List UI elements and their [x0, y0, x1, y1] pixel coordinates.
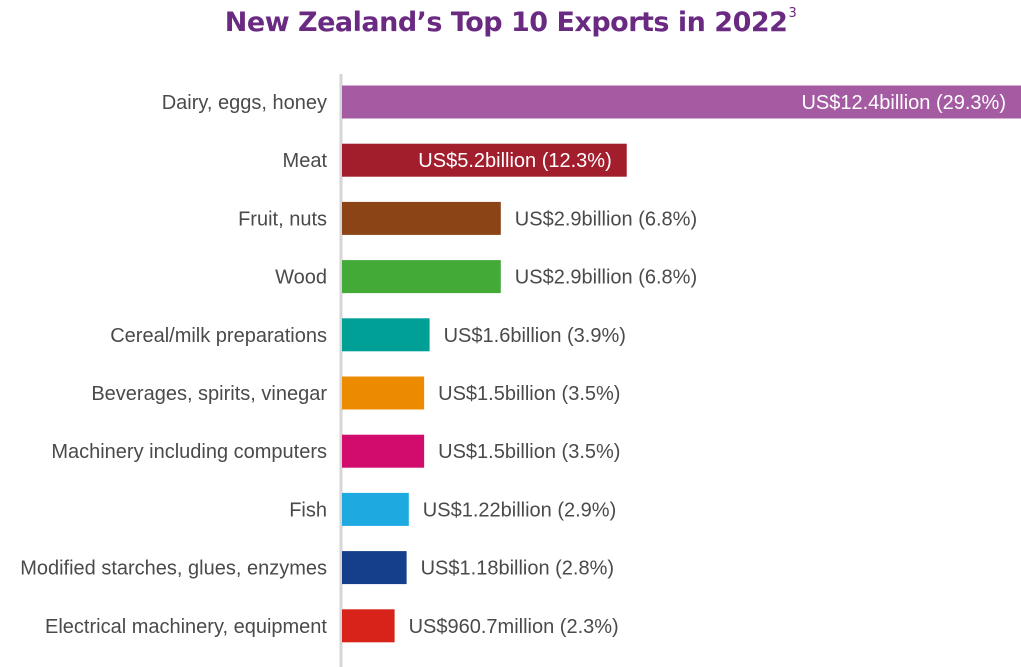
data-label: US$2.9billion (6.8%)	[515, 208, 697, 230]
data-label: US$2.9billion (6.8%)	[515, 267, 697, 289]
bar	[342, 551, 407, 585]
category-label: Meat	[283, 150, 328, 172]
category-label: Beverages, spirits, vinegar	[91, 383, 327, 405]
category-label: Modified starches, glues, enzymes	[20, 558, 327, 580]
chart-title-text: New Zealand’s Top 10 Exports in 2022	[224, 7, 788, 38]
data-label: US$1.18billion (2.8%)	[421, 558, 614, 580]
chart-title: New Zealand’s Top 10 Exports in 20223	[0, 6, 1021, 38]
bar	[342, 376, 425, 410]
category-label: Electrical machinery, equipment	[45, 616, 327, 638]
bar	[342, 434, 425, 468]
data-label: US$12.4billion (29.3%)	[801, 92, 1006, 114]
bar	[342, 85, 1021, 119]
data-label: US$1.5billion (3.5%)	[438, 383, 620, 405]
category-label: Fruit, nuts	[238, 208, 327, 230]
bar	[342, 260, 501, 294]
title-footnote-marker: 3	[788, 6, 797, 21]
category-label: Cereal/milk preparations	[110, 325, 327, 347]
data-label: US$1.6billion (3.9%)	[444, 325, 626, 347]
data-label: US$960.7million (2.3%)	[409, 616, 619, 638]
data-label: US$1.5billion (3.5%)	[438, 441, 620, 463]
bar	[342, 201, 501, 235]
data-label: US$1.22billion (2.9%)	[423, 499, 616, 521]
category-label: Wood	[275, 267, 327, 289]
category-label: Fish	[289, 499, 327, 521]
bar	[342, 318, 430, 352]
bar	[342, 609, 395, 643]
category-label: Machinery including computers	[51, 441, 327, 463]
bar	[342, 143, 627, 177]
bar	[342, 492, 409, 526]
category-label: Dairy, eggs, honey	[162, 92, 327, 114]
data-label: US$5.2billion (12.3%)	[418, 150, 611, 172]
